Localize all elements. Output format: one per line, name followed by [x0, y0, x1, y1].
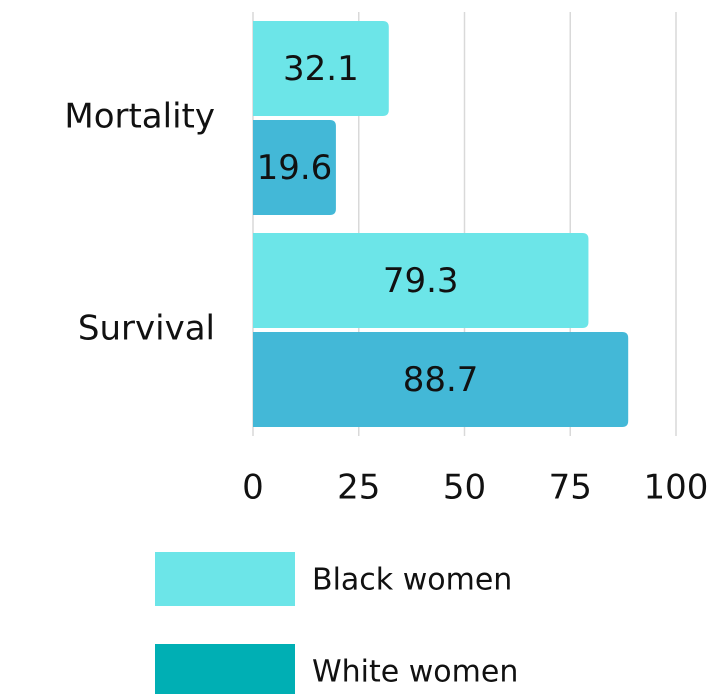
category-label: Mortality: [64, 97, 215, 137]
x-tick-label: 75: [549, 468, 592, 508]
legend-label: White women: [312, 655, 518, 690]
x-tick-label: 50: [443, 468, 486, 508]
x-tick-label: 100: [644, 468, 709, 508]
legend-label: Black women: [312, 563, 512, 598]
legend-swatch: [155, 644, 295, 694]
bar: [253, 332, 629, 427]
value-label: 88.7: [403, 360, 479, 400]
value-label: 79.3: [383, 261, 459, 301]
x-tick-label: 25: [337, 468, 380, 508]
x-tick-label: 0: [242, 468, 264, 508]
value-label: 19.6: [257, 148, 333, 188]
value-label: 32.1: [283, 49, 359, 89]
category-label: Survival: [78, 309, 215, 349]
bar: [253, 21, 389, 116]
bar: [253, 233, 589, 328]
legend-swatch: [155, 552, 295, 606]
bar: [253, 120, 336, 215]
